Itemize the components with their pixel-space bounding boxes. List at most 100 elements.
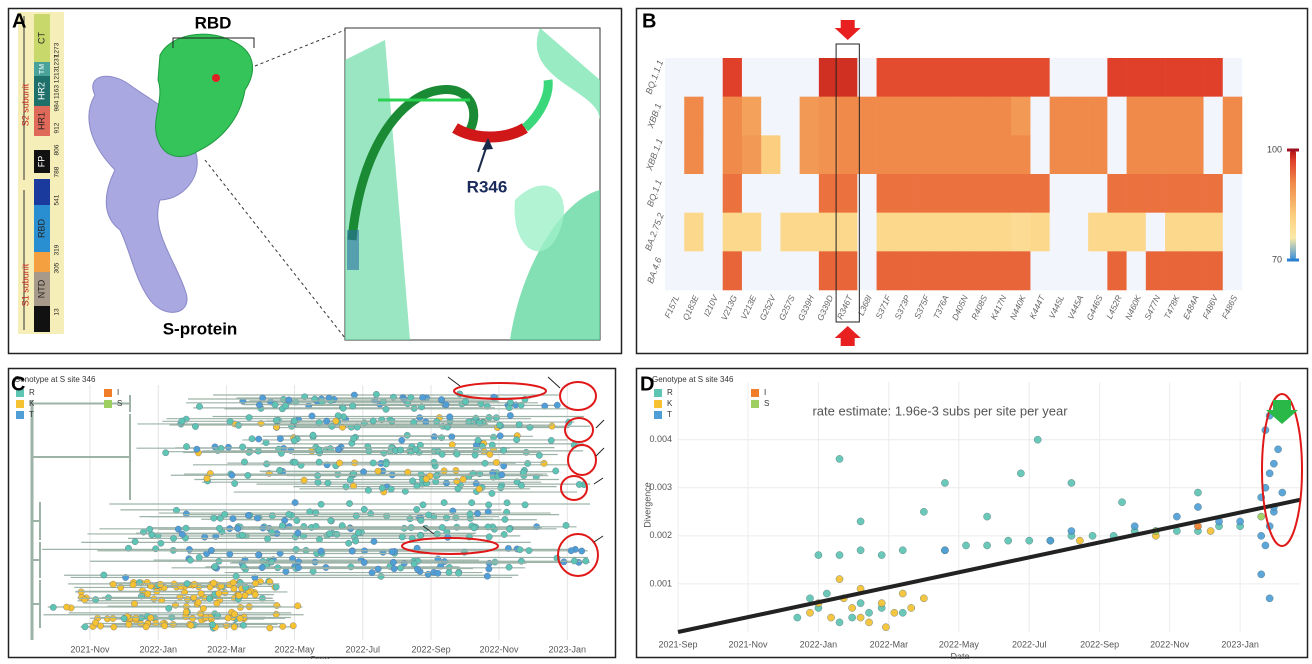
position-label: 319 <box>54 244 61 255</box>
heatmap-cell <box>1011 58 1031 97</box>
column-label: R346T <box>835 293 855 321</box>
heatmap-cell <box>1088 251 1108 290</box>
tree-tip <box>443 515 449 521</box>
heatmap-cell <box>1107 174 1127 213</box>
tree-tip <box>136 579 142 585</box>
tree-tip <box>295 530 301 536</box>
tree-tip <box>240 564 246 570</box>
tree-tip <box>397 447 403 453</box>
scatter-point <box>984 542 991 549</box>
x-tick-label: 2022-May <box>274 644 315 654</box>
tree-tip <box>63 604 69 610</box>
heatmap-cell <box>934 135 954 174</box>
heatmap-cell <box>1223 97 1243 136</box>
tree-tip <box>291 418 297 424</box>
heatmap-cell <box>1127 97 1147 136</box>
tree-tip <box>349 403 355 409</box>
tree-tip <box>143 624 149 630</box>
tree-tip <box>233 573 239 579</box>
tree-tip <box>405 469 411 475</box>
heatmap-cell <box>954 174 974 213</box>
heatmap-cell <box>877 213 897 252</box>
page: { "panel_labels": ["A", "B", "C", "D"], … <box>0 0 1312 659</box>
tree-tip <box>161 623 167 629</box>
scatter-point <box>1207 527 1214 534</box>
tree-tip <box>229 472 235 478</box>
y-tick-label: 0.004 <box>649 434 672 444</box>
heatmap-cell <box>665 58 685 97</box>
tree-tip <box>502 516 508 522</box>
heatmap-cell <box>761 135 781 174</box>
heatmap-cell <box>1069 213 1089 252</box>
row-label: BQ.1.1.1 <box>644 59 666 96</box>
column-label: I210V <box>701 292 720 318</box>
heatmap-cell <box>1088 58 1108 97</box>
tree-tip <box>189 615 195 621</box>
scatter-point <box>849 614 856 621</box>
heatmap-cell <box>800 97 820 136</box>
domain-label: RBD <box>36 219 46 239</box>
highlight-arrow <box>835 326 861 346</box>
tree-tip <box>333 418 339 424</box>
column-label: S373P <box>892 293 912 321</box>
tree-tip <box>231 611 237 617</box>
heatmap-cell <box>761 251 781 290</box>
domain-label: CT <box>36 32 46 44</box>
scatter-point <box>1173 513 1180 520</box>
tree-tip <box>210 580 216 586</box>
heatmap-cell <box>992 251 1012 290</box>
heatmap-cell <box>838 251 858 290</box>
legend-label: K <box>667 399 673 408</box>
heatmap-cell <box>934 58 954 97</box>
tree-tip <box>245 472 251 478</box>
tree-tip <box>416 414 422 420</box>
tree-tip <box>295 564 301 570</box>
tree-tip <box>149 532 155 538</box>
legend-swatch <box>751 389 759 397</box>
heatmap-cell <box>819 97 839 136</box>
tree-tip <box>279 522 285 528</box>
tree-tip <box>425 512 431 518</box>
column-label: F486S <box>1220 293 1240 320</box>
tree-tip <box>231 480 237 486</box>
tree-tip <box>493 414 499 420</box>
tree-tip <box>484 573 490 579</box>
scatter-point <box>857 518 864 525</box>
heatmap-cell <box>1069 174 1089 213</box>
scatter-point <box>941 547 948 554</box>
heatmap-cell <box>1107 135 1127 174</box>
subunit-label: S2 subunit <box>20 83 30 126</box>
heatmap-cell <box>1030 251 1050 290</box>
scatter-point <box>1266 595 1273 602</box>
highlight-arrow <box>835 20 861 40</box>
tree-tip <box>335 446 341 452</box>
heatmap-cell <box>684 58 704 97</box>
colorbar-label: 70 <box>1272 254 1282 264</box>
tree-tip <box>486 566 492 572</box>
heatmap-cell <box>1165 213 1185 252</box>
tree-tip <box>292 459 298 465</box>
tree-tip <box>439 451 445 457</box>
legend-swatch <box>104 389 112 397</box>
tree-tip <box>579 548 585 554</box>
legend-swatch <box>751 400 759 408</box>
tree-tip <box>252 592 258 598</box>
heatmap-cell <box>838 174 858 213</box>
zoom-line <box>255 30 345 66</box>
heatmap-cell <box>1146 213 1166 252</box>
tree-tip <box>131 601 137 607</box>
tree-tip <box>301 477 307 483</box>
legend-title: Genotype at S site 346 <box>652 375 734 384</box>
domain <box>34 179 50 205</box>
tree-tip <box>230 579 236 585</box>
heatmap-cell <box>857 174 877 213</box>
heatmap-cell <box>1184 135 1204 174</box>
tree-tip <box>214 600 220 606</box>
tree-tip <box>563 522 569 528</box>
scatter-point <box>865 609 872 616</box>
tree-tip <box>121 615 127 621</box>
heatmap-cell <box>1030 97 1050 136</box>
heatmap-cell <box>703 213 723 252</box>
domain-label: FP <box>36 156 46 168</box>
heatmap-cell <box>1050 58 1070 97</box>
